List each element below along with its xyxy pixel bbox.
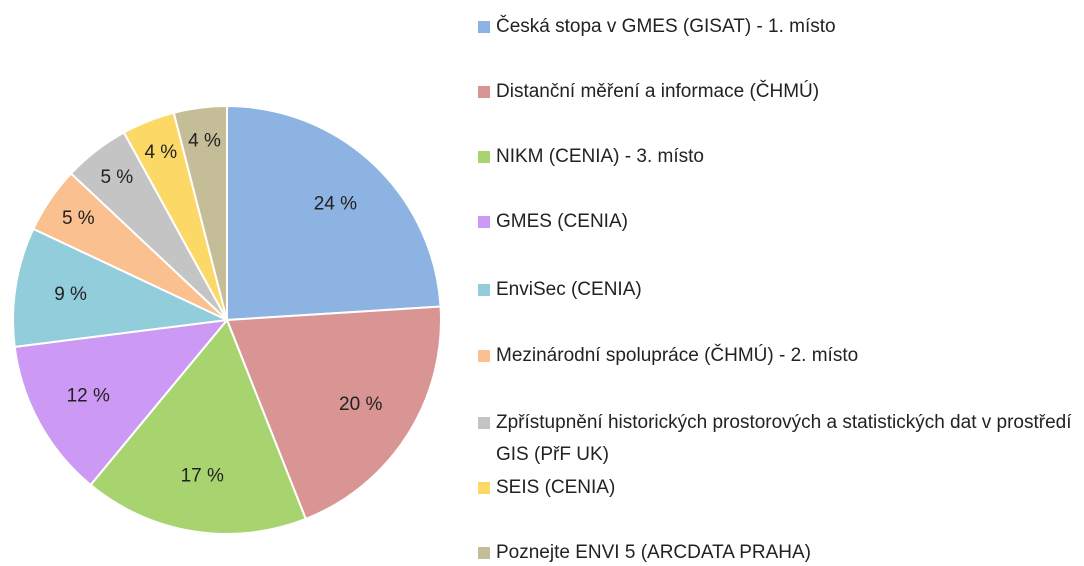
legend-item: Distanční měření a informace (ČHMÚ) bbox=[478, 76, 1078, 108]
legend-item: NIKM (CENIA) - 3. místo bbox=[478, 141, 1078, 173]
legend-swatch bbox=[478, 350, 490, 362]
legend-swatch bbox=[478, 284, 490, 296]
data-label: 4 % bbox=[188, 131, 221, 152]
pie-slice bbox=[89, 318, 308, 535]
data-label: 9 % bbox=[54, 284, 87, 305]
legend-label: Mezinárodní spolupráce (ČHMÚ) - 2. místo bbox=[496, 345, 859, 366]
legend-item: SEIS (CENIA) bbox=[478, 472, 1078, 504]
legend-item: GMES (CENIA) bbox=[478, 206, 1078, 238]
legend-label: SEIS (CENIA) bbox=[496, 477, 616, 498]
legend-item: EnviSec (CENIA) bbox=[478, 274, 1078, 306]
legend-label: Česká stopa v GMES (GISAT) - 1. místo bbox=[496, 16, 836, 37]
legend-swatch bbox=[478, 547, 490, 559]
legend-swatch bbox=[478, 216, 490, 228]
legend-swatch bbox=[478, 21, 490, 33]
legend-swatch bbox=[478, 482, 490, 494]
data-label: 5 % bbox=[100, 167, 133, 188]
data-label: 5 % bbox=[62, 208, 95, 229]
legend-swatch bbox=[478, 417, 490, 429]
pie-slice bbox=[225, 305, 442, 521]
legend-label: EnviSec (CENIA) bbox=[496, 279, 642, 300]
pie-slice bbox=[226, 104, 442, 322]
legend-label: NIKM (CENIA) - 3. místo bbox=[496, 146, 704, 167]
legend-item: Mezinárodní spolupráce (ČHMÚ) - 2. místo bbox=[478, 340, 1078, 372]
data-label: 12 % bbox=[67, 385, 110, 406]
legend-item: Zpřístupnění historických prostorových a… bbox=[478, 407, 1078, 471]
legend-label: GMES (CENIA) bbox=[496, 211, 628, 232]
legend-label: Poznejte ENVI 5 (ARCDATA PRAHA) bbox=[496, 542, 812, 563]
data-label: 24 % bbox=[314, 194, 357, 215]
data-label: 4 % bbox=[144, 142, 177, 163]
legend-item: Poznejte ENVI 5 (ARCDATA PRAHA) bbox=[478, 537, 1078, 566]
legend-swatch bbox=[478, 86, 490, 98]
data-label: 20 % bbox=[339, 394, 382, 415]
legend-swatch bbox=[478, 151, 490, 163]
pie-slice bbox=[12, 227, 231, 348]
legend-label: Distanční měření a informace (ČHMÚ) bbox=[496, 81, 820, 102]
data-label: 17 % bbox=[181, 465, 224, 486]
legend-item: Česká stopa v GMES (GISAT) - 1. místo bbox=[478, 11, 1078, 43]
pie-slice bbox=[172, 104, 228, 321]
legend-label: Zpřístupnění historických prostorových a… bbox=[496, 412, 1072, 465]
pie-slice bbox=[13, 318, 230, 487]
